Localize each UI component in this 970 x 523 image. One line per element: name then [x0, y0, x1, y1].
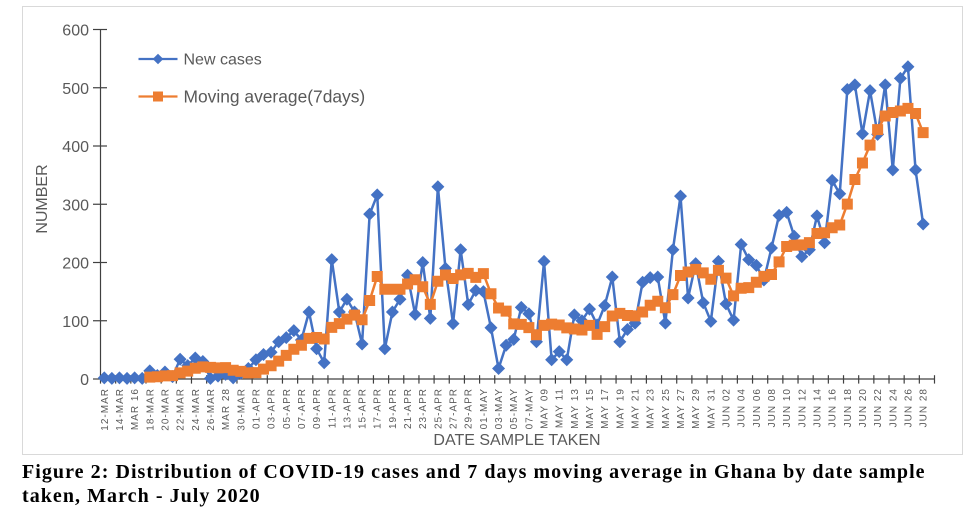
svg-text:05-APR: 05-APR [282, 388, 293, 429]
svg-text:NUMBER: NUMBER [34, 164, 51, 233]
svg-text:600: 600 [62, 23, 89, 40]
svg-text:13-APR: 13-APR [342, 388, 353, 429]
svg-text:MAY 11: MAY 11 [555, 388, 566, 428]
svg-text:MAY 15: MAY 15 [585, 388, 596, 429]
svg-text:JUN 26: JUN 26 [903, 388, 914, 427]
svg-text:DATE SAMPLE TAKEN: DATE SAMPLE TAKEN [433, 432, 600, 449]
svg-text:01-APR: 01-APR [251, 388, 262, 429]
svg-text:05-MAY: 05-MAY [509, 388, 520, 429]
svg-text:03-MAY: 03-MAY [494, 388, 505, 429]
svg-text:29-APR: 29-APR [464, 388, 475, 429]
svg-text:JUN 10: JUN 10 [782, 388, 793, 427]
svg-text:30-MAR: 30-MAR [236, 388, 247, 431]
svg-text:500: 500 [62, 81, 89, 98]
svg-text:27-APR: 27-APR [449, 388, 460, 429]
svg-text:MAY 09: MAY 09 [540, 388, 551, 429]
svg-text:JUN 12: JUN 12 [797, 388, 808, 427]
svg-text:MAR 16: MAR 16 [130, 388, 141, 430]
svg-text:JUN 16: JUN 16 [828, 388, 839, 427]
svg-text:400: 400 [62, 139, 89, 156]
svg-text:11-APR: 11-APR [327, 388, 338, 428]
svg-text:JUN 18: JUN 18 [843, 388, 854, 427]
svg-text:23-APR: 23-APR [418, 388, 429, 429]
svg-text:MAY 19: MAY 19 [615, 388, 626, 429]
svg-text:JUN 14: JUN 14 [812, 388, 823, 427]
svg-text:Moving average(7days): Moving average(7days) [184, 87, 366, 107]
svg-text:24-MAR: 24-MAR [191, 388, 202, 431]
svg-text:19-APR: 19-APR [388, 388, 399, 429]
svg-text:12-MAR: 12-MAR [100, 388, 111, 431]
svg-text:21-APR: 21-APR [403, 388, 414, 429]
svg-text:200: 200 [62, 256, 89, 273]
svg-text:22-MAR: 22-MAR [176, 388, 187, 431]
svg-text:JUN 20: JUN 20 [858, 388, 869, 427]
svg-text:MAY 23: MAY 23 [646, 388, 657, 429]
svg-text:01-MAY: 01-MAY [479, 388, 490, 429]
svg-text:MAR 28: MAR 28 [221, 388, 232, 430]
svg-text:18-MAR: 18-MAR [145, 388, 156, 431]
svg-text:MAY 17: MAY 17 [600, 388, 611, 429]
svg-text:0: 0 [80, 372, 89, 389]
svg-text:JUN 24: JUN 24 [888, 388, 899, 427]
svg-text:300: 300 [62, 197, 89, 214]
svg-text:JUN 06: JUN 06 [752, 388, 763, 427]
svg-text:MAY 27: MAY 27 [676, 388, 687, 429]
svg-text:20-MAR: 20-MAR [160, 388, 171, 431]
svg-text:07-MAY: 07-MAY [524, 388, 535, 429]
svg-text:JUN 28: JUN 28 [919, 388, 930, 427]
svg-text:MAY 29: MAY 29 [691, 388, 702, 429]
svg-text:MAY 31: MAY 31 [706, 388, 717, 429]
svg-text:MAY 21: MAY 21 [631, 388, 642, 429]
svg-text:100: 100 [62, 314, 89, 331]
svg-text:MAY 13: MAY 13 [570, 388, 581, 429]
svg-text:25-APR: 25-APR [433, 388, 444, 429]
svg-text:26-MAR: 26-MAR [206, 388, 217, 431]
svg-text:03-APR: 03-APR [267, 388, 278, 429]
svg-text:JUN 02: JUN 02 [722, 388, 733, 427]
svg-text:14-MAR: 14-MAR [115, 388, 126, 431]
svg-text:New cases: New cases [184, 52, 262, 69]
svg-text:JUN 22: JUN 22 [873, 388, 884, 427]
svg-text:MAY 25: MAY 25 [661, 388, 672, 429]
svg-text:09-APR: 09-APR [312, 388, 323, 429]
svg-text:JUN 08: JUN 08 [767, 388, 778, 427]
svg-text:15-APR: 15-APR [358, 388, 369, 429]
svg-text:07-APR: 07-APR [297, 388, 308, 429]
svg-text:JUN 04: JUN 04 [737, 388, 748, 427]
svg-text:17-APR: 17-APR [373, 388, 384, 429]
